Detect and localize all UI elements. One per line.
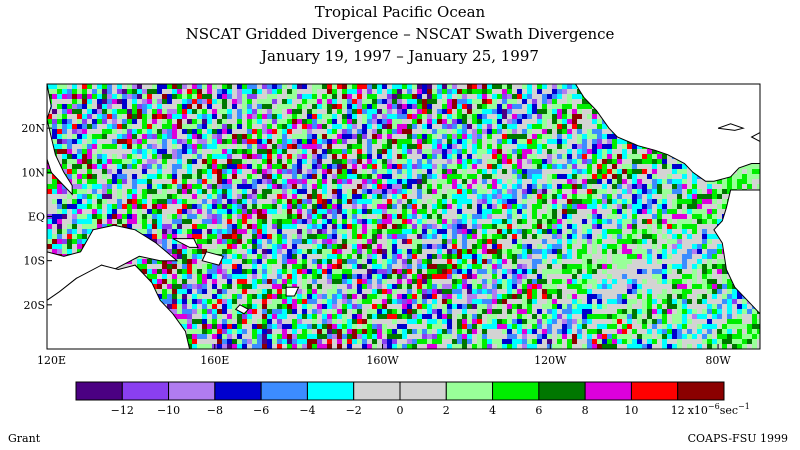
colorbar-swatch bbox=[306, 381, 355, 401]
colorbar-tick-label: −12 bbox=[111, 404, 134, 417]
colorbar-tick-label: 2 bbox=[443, 404, 450, 417]
lon-tick-label: 120W bbox=[534, 354, 567, 367]
lat-tick-label: 20S bbox=[23, 299, 45, 312]
colorbar-units: x10−6sec−1 bbox=[688, 402, 750, 417]
colorbar-tick-label: −10 bbox=[157, 404, 180, 417]
map-title: Tropical Pacific Ocean bbox=[314, 3, 486, 21]
colorbar-swatch bbox=[492, 381, 540, 401]
colorbar-swatch bbox=[445, 381, 494, 401]
colorbar-swatch bbox=[353, 381, 401, 401]
colorbar-swatch bbox=[677, 381, 725, 401]
map-subtitle: NSCAT Gridded Divergence – NSCAT Swath D… bbox=[185, 25, 615, 43]
lon-tick-label: 160E bbox=[200, 354, 229, 367]
land-mask bbox=[47, 84, 760, 349]
lat-tick-label: 20N bbox=[21, 122, 45, 135]
longitude-axis: 120E 160E 160W 120W 80W bbox=[37, 344, 731, 367]
colorbar-tick-label: 6 bbox=[535, 404, 542, 417]
colorbar-swatch bbox=[75, 381, 123, 401]
colorbar-swatch bbox=[399, 381, 447, 401]
colorbar-swatch bbox=[260, 381, 308, 401]
colorbar: −12 −10 −8 −6 −4 −2 0 2 4 6 8 10 12 x10−6sec−1 bbox=[75, 381, 750, 417]
colorbar-tick-label: −4 bbox=[299, 404, 315, 417]
lat-tick-label: EQ bbox=[28, 211, 45, 224]
map-date-range: January 19, 1997 – January 25, 1997 bbox=[261, 47, 539, 65]
colorbar-swatch bbox=[121, 381, 170, 401]
colorbar-tick-label: −6 bbox=[253, 404, 269, 417]
colorbar-swatch bbox=[630, 381, 679, 401]
colorbar-swatch bbox=[584, 381, 632, 401]
lon-tick-label: 120E bbox=[37, 354, 66, 367]
colorbar-swatch bbox=[214, 381, 262, 401]
colorbar-tick-label: 12 bbox=[671, 404, 685, 417]
colorbar-tick-label: 4 bbox=[489, 404, 496, 417]
colorbar-tick-label: 10 bbox=[624, 404, 638, 417]
lon-tick-label: 80W bbox=[705, 354, 731, 367]
colorbar-tick-label: 8 bbox=[582, 404, 589, 417]
author-label: Grant bbox=[8, 432, 41, 445]
colorbar-tick-label: 0 bbox=[397, 404, 404, 417]
colorbar-swatch bbox=[168, 381, 216, 401]
lon-tick-label: 160W bbox=[366, 354, 399, 367]
colorbar-swatch bbox=[538, 381, 586, 401]
latitude-axis: 20N 10N EQ 10S 20S bbox=[21, 122, 52, 312]
lat-tick-label: 10S bbox=[23, 255, 45, 268]
lat-tick-label: 10N bbox=[21, 166, 45, 179]
colorbar-tick-label: −2 bbox=[346, 404, 362, 417]
credit-label: COAPS-FSU 1999 bbox=[687, 432, 788, 445]
colorbar-tick-label: −8 bbox=[207, 404, 223, 417]
